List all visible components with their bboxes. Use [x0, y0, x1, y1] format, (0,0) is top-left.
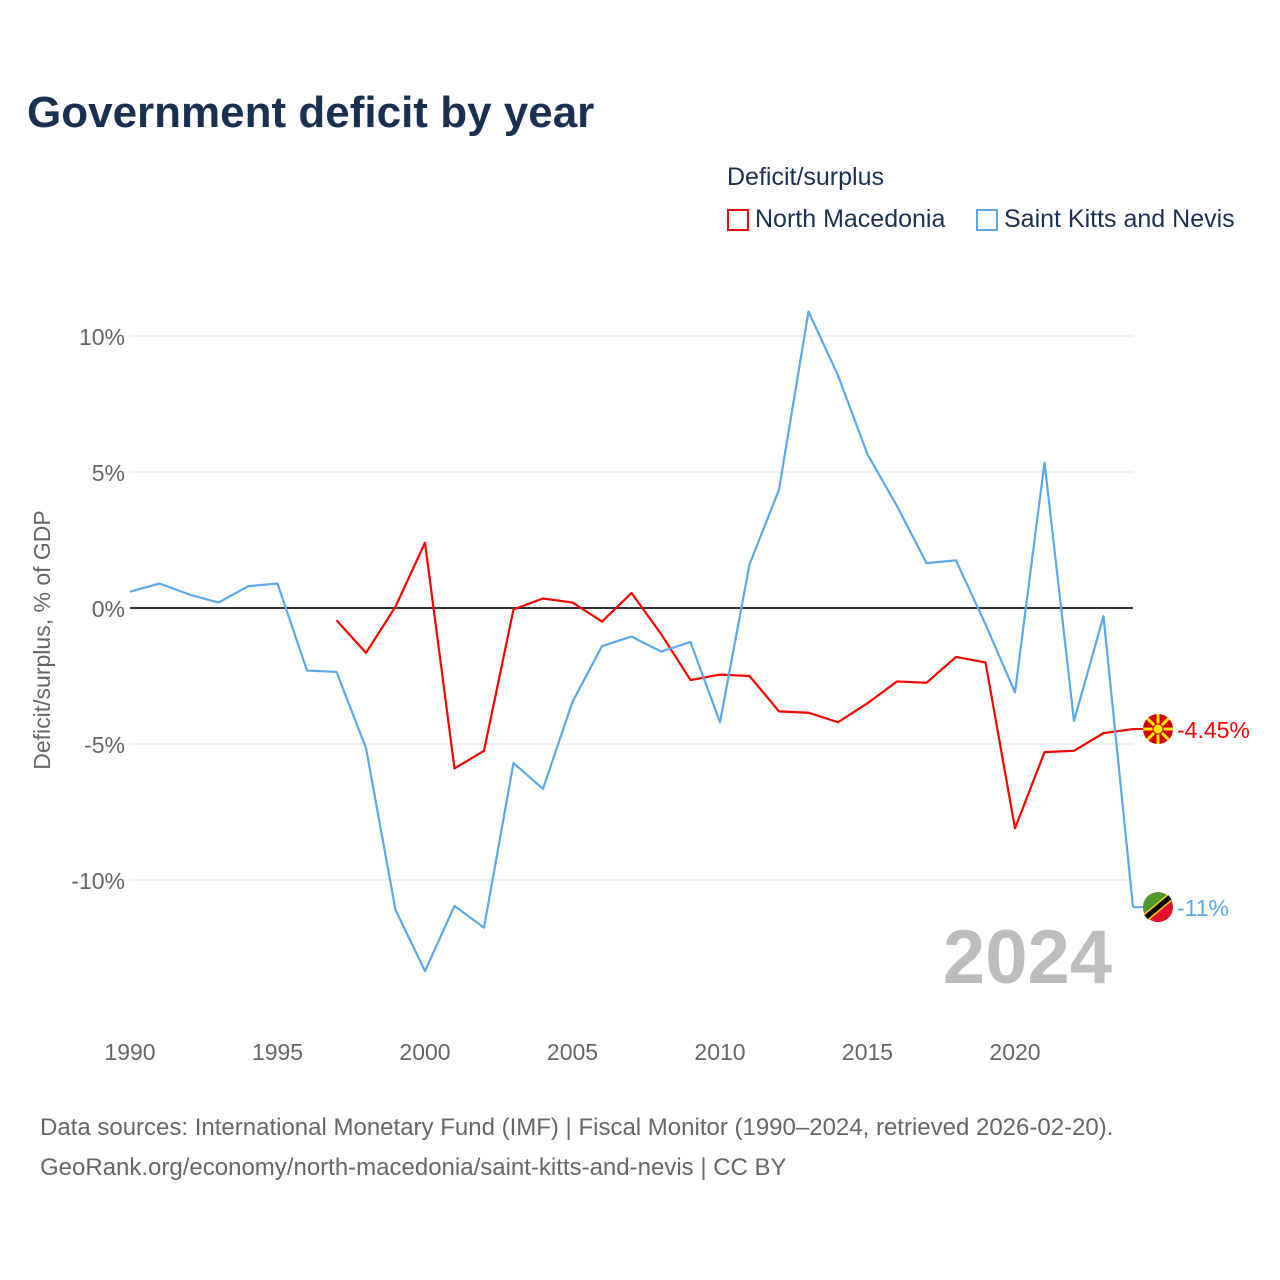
- footer: Data sources: International Monetary Fun…: [40, 1108, 1113, 1188]
- legend-title: Deficit/surplus: [727, 163, 884, 191]
- legend-item-north-macedonia[interactable]: North Macedonia: [727, 205, 945, 234]
- flag-black-band: [1144, 895, 1172, 920]
- series-line-north-macedonia: [335, 541, 1134, 830]
- end-value-label: -4.45%: [1177, 717, 1250, 743]
- x-tick-label: 2015: [842, 1039, 893, 1065]
- x-tick-label: 2010: [694, 1039, 745, 1065]
- url-text: GeoRank.org/economy/north-macedonia/sain…: [40, 1154, 787, 1181]
- y-tick-label: -5%: [84, 732, 125, 758]
- source-text: Data sources: International Monetary Fun…: [40, 1114, 1114, 1141]
- x-tick-label: 2005: [547, 1039, 598, 1065]
- legend-swatch: [976, 208, 998, 231]
- series-line-saint-kitts-and-nevis: [129, 310, 1135, 973]
- flag-sun: [1152, 723, 1164, 735]
- y-tick-label: 5%: [92, 460, 125, 486]
- y-tick-label: 0%: [92, 596, 125, 622]
- x-tick-label: 1995: [252, 1039, 303, 1065]
- year-watermark: 2024: [943, 915, 1112, 1000]
- x-tick-label: 2000: [399, 1039, 450, 1065]
- y-axis-label: Deficit/surplus, % of GDP: [29, 510, 55, 769]
- y-tick-label: -10%: [71, 868, 125, 894]
- legend-swatch: [727, 208, 749, 231]
- x-tick-label: 1990: [104, 1039, 155, 1065]
- legend-label: Saint Kitts and Nevis: [1004, 205, 1235, 233]
- end-value-label: -11%: [1177, 895, 1229, 921]
- x-tick-label: 2020: [989, 1039, 1040, 1065]
- chart-title: Government deficit by year: [27, 88, 595, 137]
- legend-item-saint-kitts-and-nevis[interactable]: Saint Kitts and Nevis: [976, 205, 1235, 234]
- legend-label: North Macedonia: [755, 205, 946, 233]
- y-tick-label: 10%: [79, 324, 125, 350]
